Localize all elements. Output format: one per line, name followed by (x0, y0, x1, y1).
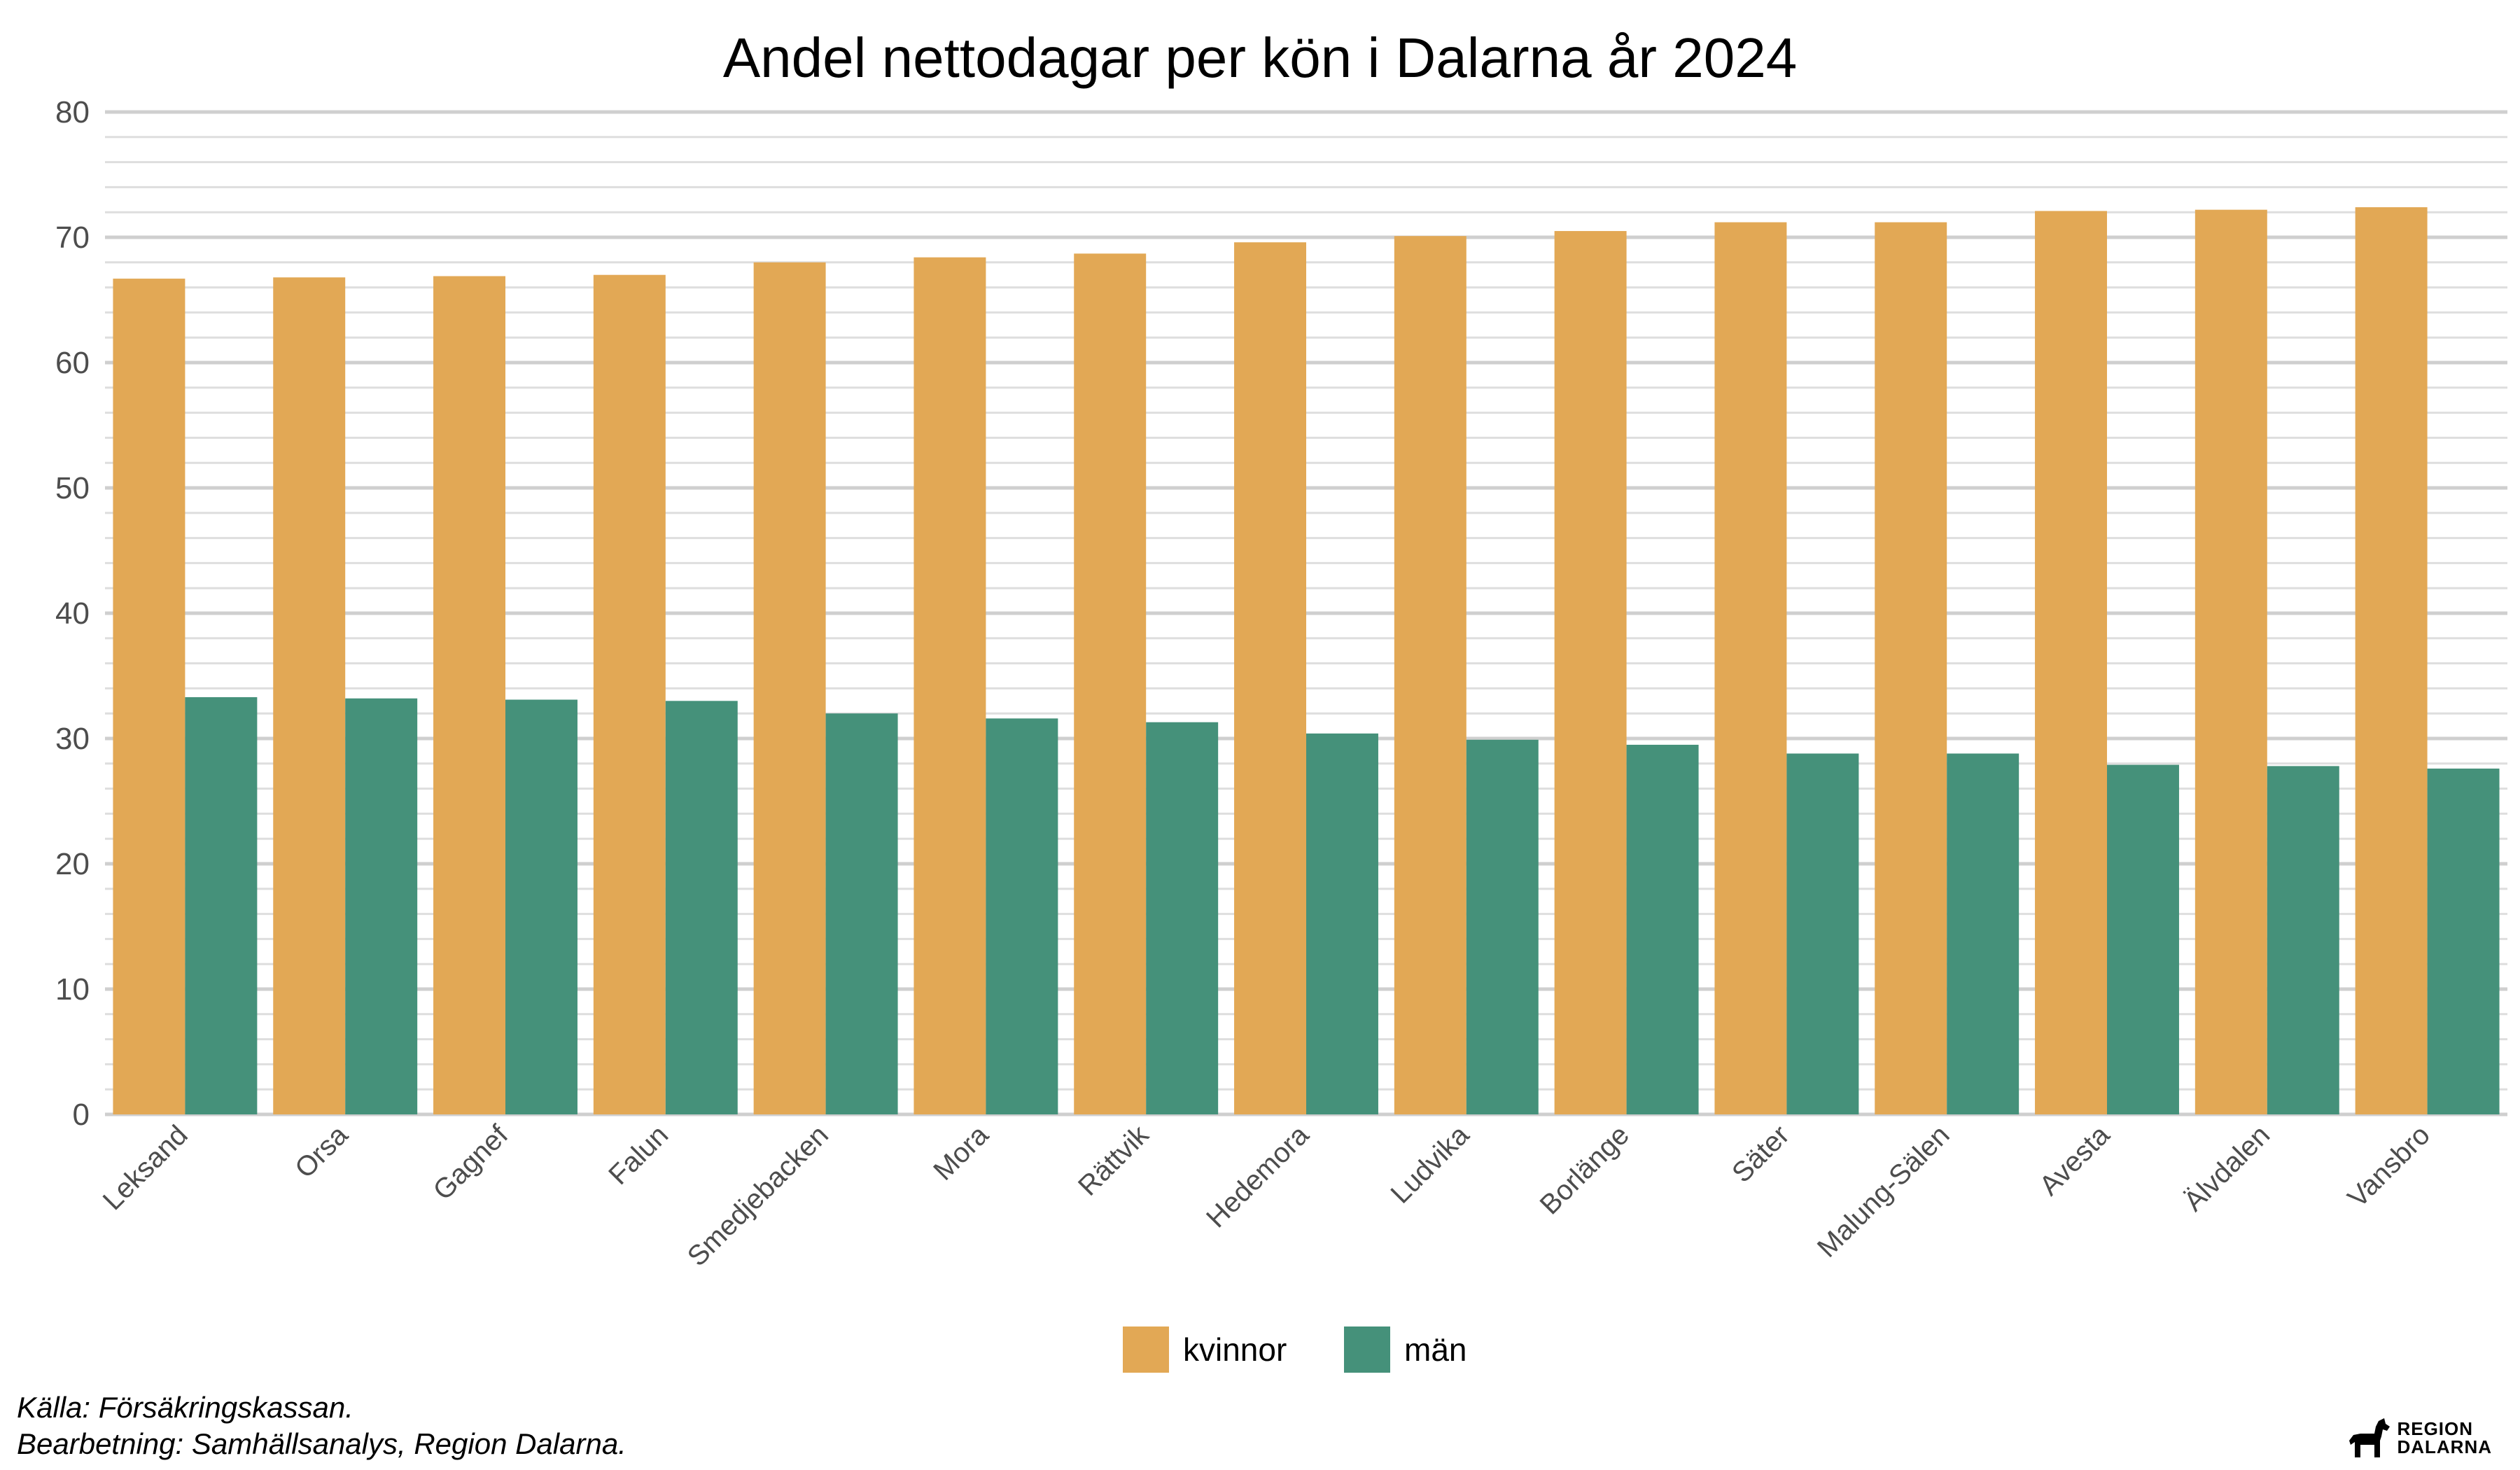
logo-text: REGION DALARNA (2397, 1420, 2492, 1456)
bar-män-3 (665, 701, 738, 1114)
y-tick-label: 0 (73, 1098, 90, 1132)
bar-kvinnor-7 (1234, 242, 1306, 1114)
y-tick-label: 70 (55, 220, 90, 255)
bar-kvinnor-1 (273, 277, 346, 1114)
x-tick-label: Säter (1726, 1119, 1795, 1189)
caption: Källa: Försäkringskassan. Bearbetning: S… (17, 1390, 626, 1462)
y-tick-label: 20 (55, 847, 90, 881)
y-tick-label: 80 (55, 95, 90, 130)
bar-kvinnor-6 (1074, 253, 1147, 1114)
y-tick-label: 50 (55, 471, 90, 505)
x-tick-label: Gagnef (427, 1119, 514, 1207)
bar-män-7 (1306, 733, 1378, 1114)
bar-kvinnor-0 (113, 279, 186, 1114)
y-tick-label: 40 (55, 596, 90, 631)
bar-kvinnor-8 (1394, 236, 1466, 1115)
bar-kvinnor-9 (1554, 231, 1627, 1114)
bar-män-2 (505, 699, 578, 1114)
x-tick-label: Smedjebacken (682, 1119, 834, 1272)
bar-män-9 (1626, 744, 1699, 1114)
bar-kvinnor-14 (2355, 207, 2428, 1114)
y-axis: 0 10 20 30 40 50 60 70 80 (55, 95, 90, 1132)
bar-kvinnor-2 (433, 276, 505, 1114)
bar-män-10 (1786, 753, 1859, 1114)
bar-kvinnor-13 (2194, 209, 2267, 1114)
bar-män-12 (2107, 764, 2179, 1114)
logo-line-1: REGION (2397, 1418, 2474, 1439)
x-tick-label: Falun (603, 1119, 674, 1191)
bar-kvinnor-4 (753, 262, 826, 1114)
bar-kvinnor-3 (593, 274, 666, 1115)
bar-män-4 (825, 713, 898, 1114)
chart-title: Andel nettodagar per kön i Dalarna år 20… (723, 27, 1797, 89)
bar-män-0 (185, 696, 258, 1114)
legend-key-0 (1123, 1326, 1169, 1373)
caption-processing: Bearbetning: Samhällsanalys, Region Dala… (17, 1427, 626, 1460)
x-tick-label: Avesta (2033, 1119, 2116, 1202)
x-tick-label: Orsa (289, 1119, 354, 1184)
legend-label-0: kvinnor (1183, 1331, 1287, 1368)
x-tick-label: Ludvika (1385, 1119, 1476, 1210)
bar-kvinnor-10 (1714, 222, 1787, 1114)
y-tick-label: 60 (55, 346, 90, 380)
x-tick-label: Mora (927, 1119, 995, 1186)
bar-kvinnor-11 (1875, 222, 1947, 1114)
x-tick-label: Rättvik (1072, 1119, 1155, 1202)
bar-män-11 (1947, 753, 2019, 1114)
x-tick-label: Leksand (97, 1119, 194, 1216)
bar-män-13 (2267, 766, 2339, 1114)
bar-män-8 (1466, 739, 1539, 1114)
logo-line-2: DALARNA (2397, 1436, 2492, 1457)
legend-label-1: män (1404, 1331, 1466, 1368)
x-axis: Leksand Orsa Gagnef Falun Smedjebacken Mora Rä… (97, 1119, 2436, 1273)
legend-key-1 (1344, 1326, 1390, 1373)
x-tick-label: Borlänge (1534, 1119, 1635, 1220)
x-tick-label: Malung-Sälen (1812, 1119, 1956, 1264)
x-tick-label: Älvdalen (2178, 1119, 2276, 1217)
bar-kvinnor-5 (913, 257, 986, 1114)
y-tick-label: 30 (55, 722, 90, 756)
bar-män-14 (2427, 768, 2500, 1114)
bar-män-5 (986, 718, 1058, 1114)
bar-män-1 (345, 698, 418, 1114)
caption-source: Källa: Försäkringskassan. (17, 1391, 354, 1424)
y-tick-label: 10 (55, 972, 90, 1007)
x-tick-label: Hedemora (1200, 1119, 1315, 1234)
bars (113, 207, 2500, 1115)
legend: kvinnor män (1123, 1326, 1466, 1373)
bar-män-6 (1146, 722, 1219, 1114)
x-tick-label: Vansbro (2342, 1119, 2436, 1213)
bar-kvinnor-12 (2035, 211, 2107, 1114)
region-dalarna-logo: REGION DALARNA (2346, 1417, 2492, 1459)
dala-horse-icon (2349, 1418, 2390, 1457)
